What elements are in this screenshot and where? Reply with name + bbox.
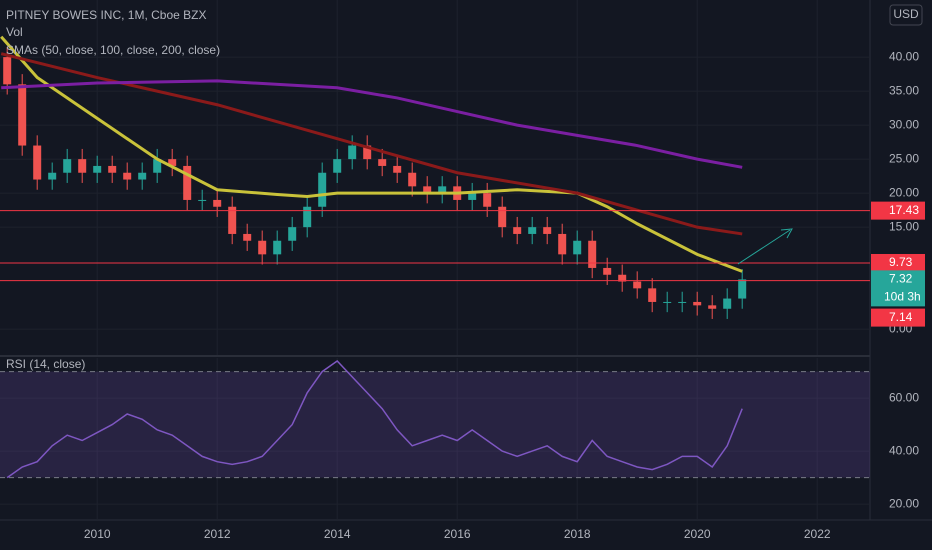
y-tick-label: 25.00 <box>889 151 919 165</box>
candle-body <box>423 186 432 194</box>
candle-body <box>528 227 537 234</box>
candle-body <box>663 301 672 303</box>
candle-body <box>693 301 702 306</box>
trend-arrow-head <box>780 228 793 239</box>
y-tick-label: 40.00 <box>889 49 919 63</box>
rsi-band <box>0 371 870 478</box>
x-tick-label: 2010 <box>84 527 111 541</box>
candle-body <box>513 227 522 234</box>
candle-body <box>318 172 327 207</box>
y-tick-label: 60.00 <box>889 390 919 404</box>
candle-body <box>333 159 342 173</box>
candle-body <box>573 240 582 255</box>
candle-body <box>408 172 417 187</box>
price-line-tag <box>871 253 925 272</box>
candle-body <box>168 159 177 166</box>
x-tick-label: 2018 <box>564 527 591 541</box>
price-line-label: 9.73 <box>889 255 913 269</box>
price-line-tag <box>871 308 925 327</box>
candle-body <box>63 159 72 173</box>
rsi-line <box>6 359 743 479</box>
candle-body <box>3 57 12 85</box>
candle-body <box>198 199 207 201</box>
candle-body <box>213 199 222 207</box>
x-tick-label: 2022 <box>804 527 831 541</box>
candle-body <box>588 240 597 268</box>
last-price-tag <box>871 270 925 307</box>
y-tick-label: 30.00 <box>889 117 919 131</box>
sma-line <box>0 52 743 236</box>
y-tick-label: 35.00 <box>889 83 919 97</box>
price-line-tag <box>871 201 925 220</box>
candle-body <box>708 305 717 309</box>
candle-body <box>78 159 87 173</box>
candle-body <box>228 206 237 234</box>
candle-body <box>633 281 642 289</box>
trend-arrow <box>737 229 791 265</box>
x-tick-label: 2020 <box>684 527 711 541</box>
candle-body <box>273 240 282 255</box>
candle-body <box>183 165 192 200</box>
candle-body <box>378 159 387 166</box>
candle-body <box>648 288 657 302</box>
symbol-title: PITNEY BOWES INC, 1M, Cboe BZX <box>6 8 207 22</box>
candle-body <box>108 165 117 173</box>
candle-body <box>468 193 477 200</box>
candle-body <box>483 193 492 207</box>
marks <box>0 35 870 479</box>
sma-line <box>1 79 743 169</box>
y-tick-label: 15.00 <box>889 219 919 233</box>
candle-body <box>258 240 267 255</box>
candle-body <box>498 206 507 228</box>
volume-legend: Vol <box>6 25 23 39</box>
sma-legend: SMAs (50, close, 100, close, 200, close) <box>6 43 220 57</box>
candle-body <box>123 172 132 180</box>
y-tick-label: 20.00 <box>889 185 919 199</box>
price-line-label: 7.14 <box>889 310 913 324</box>
currency-label[interactable]: USD <box>893 7 919 21</box>
candle-body <box>438 186 447 194</box>
candle-body <box>543 227 552 234</box>
candle-body <box>303 206 312 228</box>
candle-body <box>93 165 102 173</box>
candle-body <box>243 233 252 241</box>
candle-body <box>348 145 357 160</box>
y-tick-label: 20.00 <box>889 496 919 510</box>
candle-body <box>138 172 147 180</box>
candle-body <box>558 233 567 255</box>
x-tick-label: 2014 <box>324 527 351 541</box>
candle-body <box>723 298 732 309</box>
x-tick-label: 2016 <box>444 527 471 541</box>
candle-body <box>393 165 402 173</box>
candle-body <box>618 274 627 282</box>
y-tick-label: 40.00 <box>889 443 919 457</box>
candle-body <box>603 267 612 275</box>
candle-body <box>363 145 372 160</box>
price-line-label: 17.43 <box>889 203 919 217</box>
candle-body <box>48 172 57 180</box>
last-price-label: 7.32 <box>889 272 913 286</box>
sma-line <box>0 35 743 273</box>
bar-countdown: 10d 3h <box>884 290 921 304</box>
currency-button[interactable] <box>889 4 923 26</box>
candle-body <box>33 145 42 180</box>
candle-body <box>678 301 687 303</box>
candle-body <box>18 84 27 146</box>
x-tick-label: 2012 <box>204 527 231 541</box>
axis-labels: 2010 2012 2014 2016 2018 2020 20220.0015.0020.… <box>84 49 925 541</box>
rsi-legend: RSI (14, close) <box>6 357 85 371</box>
candle-body <box>738 279 747 299</box>
candle-body <box>288 227 297 241</box>
candle-body <box>153 159 162 173</box>
